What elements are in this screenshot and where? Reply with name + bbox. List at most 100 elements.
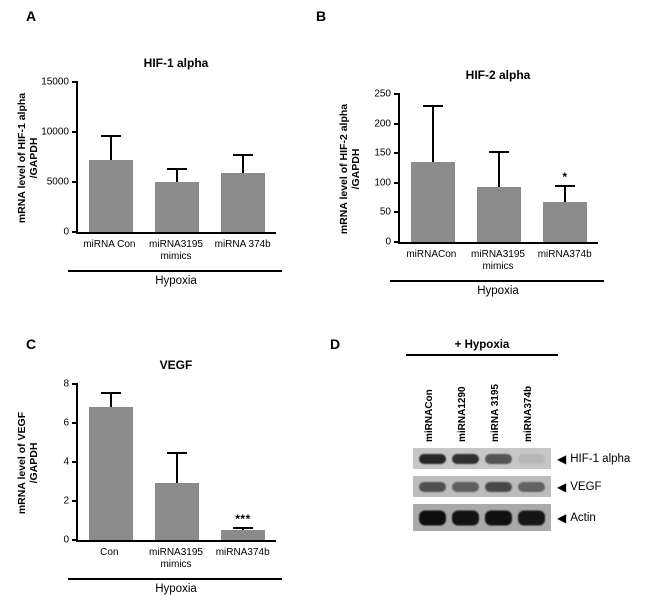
group-label: Hypoxia <box>155 275 197 287</box>
protein-band <box>485 481 512 492</box>
y-tick-mark <box>394 211 400 214</box>
error-bar-line <box>242 154 244 173</box>
band-arrow-icon: ◀ <box>557 510 567 525</box>
y-tick-mark <box>72 539 78 541</box>
x-category-label: miRNA Con <box>83 239 136 250</box>
y-tick-label: 100 <box>374 177 391 189</box>
x-category-label: miRNA374b <box>215 547 270 558</box>
y-axis-label: mRNA level of HIF-2 alpha /GAPDH <box>337 103 362 235</box>
error-bar-cap <box>489 151 509 154</box>
significance-marker: * <box>562 169 568 184</box>
data-bar <box>221 173 265 232</box>
plot-area: 0 5000 10000 15000 <box>41 77 276 238</box>
lane-label: miRNA 3195 <box>490 384 501 442</box>
data-bar <box>221 530 265 540</box>
panel-b-hif2-chart: HIF-2 alpha mRNA level of HIF-2 alpha /G… <box>336 6 641 297</box>
x-category-label: miRNA3195 mimics <box>471 249 525 272</box>
panel-a-hif1-chart: HIF-1 alpha mRNA level of HIF-1 alpha /G… <box>14 6 319 287</box>
y-tick-mark <box>72 500 78 502</box>
chart-title: HIF-1 alpha <box>143 56 209 70</box>
error-bar-cap <box>167 452 187 455</box>
y-tick-mark <box>72 131 78 133</box>
error-bar-cap <box>233 154 253 156</box>
y-tick-label: 4 <box>63 456 69 468</box>
y-tick-label: 6 <box>63 417 69 429</box>
protein-band <box>518 510 545 525</box>
y-tick-label: 2 <box>63 495 69 507</box>
y-axis-label: mRNA level of HIF-1 alpha /GAPDH <box>15 92 40 224</box>
y-tick-label: 50 <box>379 206 391 218</box>
data-bar <box>89 160 133 232</box>
data-bar <box>155 182 199 232</box>
error-bar-line <box>110 391 112 408</box>
lane-label: miRNA374b <box>523 385 534 442</box>
panel-d-western-blot: + Hypoxia miRNACon miRNA1290 miRNA 3195 miR… <box>330 334 654 538</box>
y-tick-mark <box>394 152 400 155</box>
plot-row: mRNA level of VEGF /GAPDH 0 2 4 6 8 *** <box>16 379 319 546</box>
x-axis-labels: miRNACon miRNA3195 mimics miRNA374b <box>398 249 598 275</box>
band-arrow-icon: ◀ <box>557 451 567 466</box>
significance-marker: *** <box>235 512 251 527</box>
data-bar <box>155 483 199 540</box>
x-category-label: miRNA374b <box>537 249 592 260</box>
protein-band <box>452 510 479 525</box>
y-tick-mark <box>394 181 400 184</box>
plot-row: mRNA level of HIF-2 alpha /GAPDH 0 50 100 1… <box>338 89 641 248</box>
error-bar-line <box>564 184 566 203</box>
x-axis-labels: Con miRNA3195 mimics miRNA374b <box>76 547 276 573</box>
plot-row: mRNA level of HIF-1 alpha /GAPDH 0 5000 10… <box>16 77 319 238</box>
group-label: Hypoxia <box>477 285 519 297</box>
y-tick-label: 200 <box>374 118 391 130</box>
data-bar <box>89 407 133 540</box>
y-tick-label: 150 <box>374 147 391 159</box>
blot-row-label: VEGF <box>570 480 602 493</box>
y-axis-label: mRNA level of VEGF /GAPDH <box>15 411 40 515</box>
x-axis-labels: miRNA Con miRNA3195 mimics miRNA 374b <box>76 239 276 265</box>
data-bar <box>411 162 455 242</box>
y-tick-mark <box>72 461 78 463</box>
y-tick-label: 8 <box>63 378 69 390</box>
plot-area: 0 2 4 6 8 *** <box>63 379 276 546</box>
x-category-label: miRNA 374b <box>214 239 271 250</box>
protein-band <box>452 481 479 492</box>
data-bar <box>477 186 521 242</box>
protein-band <box>485 453 512 464</box>
y-tick-mark <box>72 231 78 233</box>
western-blot: + Hypoxia miRNACon miRNA1290 miRNA 3195 miR… <box>406 334 654 531</box>
x-category-label: Con <box>100 547 119 558</box>
group-label: Hypoxia <box>155 583 197 595</box>
error-bar-cap <box>167 168 187 170</box>
blot-row-label: Actin <box>570 511 596 524</box>
error-bar-cap <box>101 135 121 137</box>
y-tick-label: 250 <box>374 88 391 100</box>
data-bar <box>543 202 587 242</box>
y-tick-mark <box>72 383 78 385</box>
error-bar-cap <box>423 104 443 107</box>
y-tick-mark <box>72 422 78 424</box>
protein-band <box>419 453 446 464</box>
blot-row: ◀ HIF-1 alpha <box>413 448 654 469</box>
protein-band <box>518 481 545 492</box>
y-tick-mark <box>394 122 400 125</box>
error-bar-line <box>110 135 112 160</box>
protein-band <box>419 510 446 525</box>
blot-row: ◀ VEGF <box>413 476 654 497</box>
protein-band <box>485 510 512 525</box>
plot-area: 0 50 100 150 200 250 * <box>374 89 598 248</box>
lane-labels: miRNACon miRNA1290 miRNA 3195 miRNA374b <box>413 360 551 442</box>
error-bar-line <box>432 104 434 163</box>
error-bar-line <box>176 452 178 484</box>
y-tick-label: 0 <box>63 226 69 238</box>
error-bar-line <box>498 151 500 187</box>
y-tick-mark <box>72 181 78 183</box>
y-tick-label: 0 <box>385 236 391 248</box>
y-tick-mark <box>394 241 400 243</box>
error-bar-line <box>176 168 178 182</box>
x-category-label: miRNA3195 mimics <box>149 547 203 570</box>
lane-label: miRNA1290 <box>457 386 468 442</box>
y-tick-mark <box>394 93 400 95</box>
blot-row-label: HIF-1 alpha <box>570 452 631 465</box>
panel-letter-c: C <box>26 336 37 352</box>
blot-row: ◀ Actin <box>413 504 654 531</box>
panel-c-vegf-chart: VEGF mRNA level of VEGF /GAPDH 0 2 4 6 8 *** … <box>14 334 319 595</box>
